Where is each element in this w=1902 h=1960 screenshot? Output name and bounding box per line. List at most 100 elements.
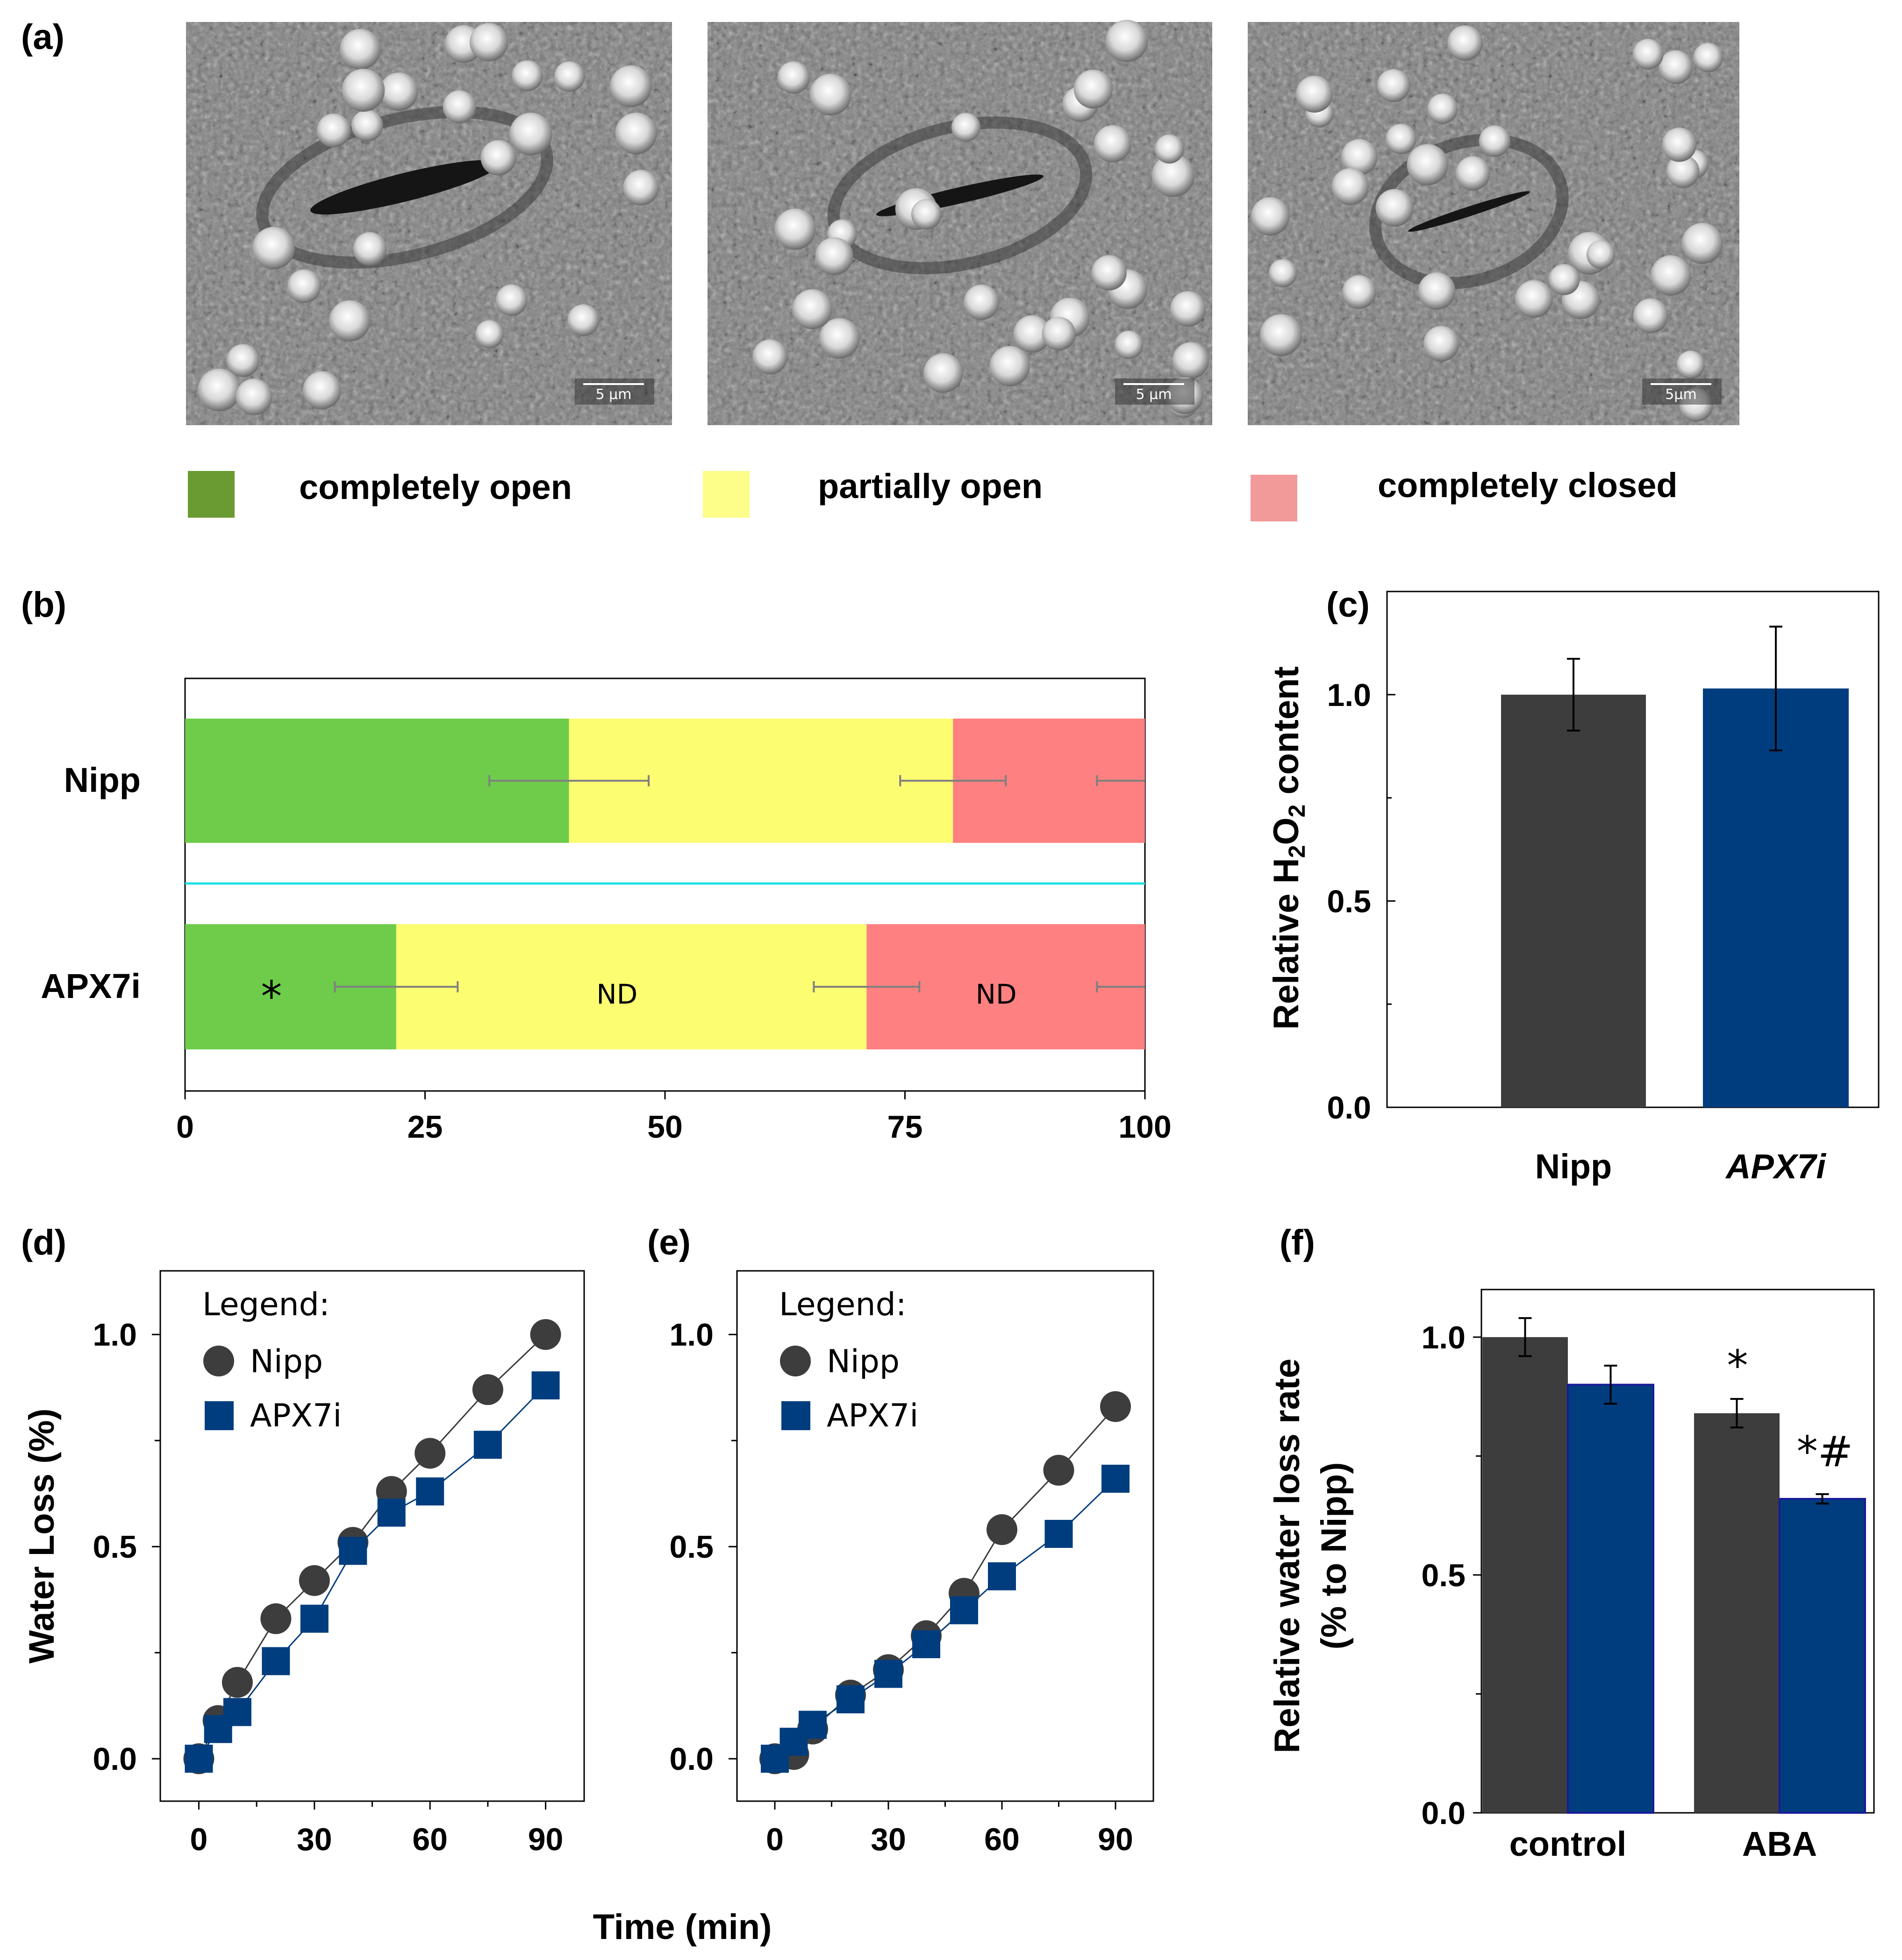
point-Nipp (415, 1438, 446, 1469)
y-tick-label-0.5: 0.5 (669, 1529, 714, 1565)
x-tick-label-90: 90 (528, 1822, 564, 1857)
legend-swatch-open (188, 471, 235, 518)
wax-papilla (911, 199, 942, 230)
chart-d-water-loss: Legend: Nipp APX7i 0 30 60 90 0.0 0.5 1.0 Water Lo… (22, 1270, 585, 1857)
sem-image-partial-stoma: 5 μm (708, 20, 1212, 425)
point-Nipp (1100, 1391, 1131, 1422)
point-APX7i (416, 1477, 444, 1506)
wax-papilla (509, 113, 552, 156)
wax-papilla (1091, 255, 1127, 291)
wax-papilla (923, 353, 963, 393)
wax-papilla (1115, 330, 1143, 359)
wax-papilla (1515, 280, 1553, 318)
x-tick-label-0: 0 (176, 1109, 194, 1145)
chart-b-stomatal-aperture: Nipp APX7i * ND ND 0 25 50 75 100 (41, 677, 1172, 1145)
wax-papilla (623, 170, 659, 206)
point-APX7i (339, 1537, 367, 1565)
x-tick-label-50: 50 (647, 1109, 683, 1145)
point-APX7i (1101, 1464, 1130, 1493)
wax-papilla (1423, 326, 1459, 362)
shared-x-axis-label: Time (min) (593, 1907, 772, 1947)
y-axis-label-f-line1: Relative water loss rate (1267, 1359, 1307, 1753)
wax-papilla (252, 227, 295, 270)
bar-ABA-APX7i (1779, 1498, 1866, 1814)
y-tick-label-1.0: 1.0 (669, 1317, 714, 1353)
category-label-control: control (1509, 1825, 1627, 1863)
panel-label-c: (c) (1326, 585, 1370, 625)
wax-papilla (287, 269, 322, 303)
wax-papilla (1013, 315, 1051, 353)
y-tick-label-0.0: 0.0 (93, 1741, 137, 1777)
wax-papilla (226, 344, 260, 377)
wax-papilla (792, 289, 832, 329)
wax-papilla (1172, 342, 1209, 379)
x-tick-label-60: 60 (412, 1822, 448, 1857)
wax-papilla (1447, 25, 1483, 61)
wax-papilla (1342, 275, 1376, 309)
wax-papilla (567, 304, 600, 336)
y-axis-label-part: 2 (1284, 845, 1310, 858)
x-tick-label-60: 60 (984, 1822, 1020, 1857)
y-tick-label-1.0: 1.0 (1421, 1320, 1466, 1355)
panel-label-e: (e) (647, 1223, 691, 1262)
legend-marker-nipp (203, 1346, 234, 1376)
y-tick-label-1.0: 1.0 (1327, 677, 1371, 713)
wax-papilla (1251, 197, 1290, 236)
panel-label-f: (f) (1280, 1223, 1315, 1262)
wax-papilla (475, 320, 504, 349)
y-tick-label-1.0: 1.0 (93, 1317, 137, 1353)
panel-label-b: (b) (21, 585, 66, 625)
wax-papilla (1407, 144, 1448, 185)
bar-ABA-Nipp (1694, 1413, 1780, 1813)
wax-papilla (1586, 240, 1615, 269)
wax-papilla (443, 90, 476, 124)
legend-label-closed: completely closed (1378, 466, 1678, 505)
wax-papilla (1269, 259, 1297, 287)
point-Nipp (222, 1667, 253, 1698)
wax-papilla (1418, 272, 1456, 310)
legend-swatch-closed (1251, 475, 1297, 521)
wax-papilla (1633, 298, 1668, 334)
point-Nipp (472, 1374, 503, 1405)
point-APX7i (950, 1596, 978, 1625)
scale-bar-label: 5μm (1665, 386, 1696, 403)
wax-papilla (1427, 93, 1458, 124)
legend-marker-nipp (780, 1346, 811, 1376)
stomatal-pore (1408, 191, 1530, 232)
wax-papilla (1106, 20, 1148, 62)
legend-marker-apx7i (781, 1401, 810, 1430)
point-APX7i (837, 1685, 865, 1714)
point-APX7i (799, 1711, 827, 1739)
point-APX7i (473, 1431, 502, 1459)
annotation-nd-closed: ND (976, 978, 1017, 1010)
panel-label-d: (d) (21, 1223, 66, 1262)
legend-label-apx7i: APX7i (250, 1397, 342, 1434)
y-axis-label-f-line2: (% to Nipp) (1314, 1462, 1354, 1649)
wax-papilla (1681, 223, 1723, 264)
legend-label-partial: partially open (818, 467, 1043, 506)
point-APX7i (988, 1562, 1016, 1590)
legend-title-d: Legend: (202, 1286, 330, 1323)
category-label-APX7i: APX7i (1725, 1147, 1826, 1186)
annotation-nd-partial: ND (596, 978, 637, 1010)
wax-papilla (815, 237, 853, 275)
bar-control-Nipp (1482, 1337, 1568, 1813)
wax-papilla (379, 72, 418, 111)
x-tick-label-75: 75 (887, 1109, 923, 1145)
legend-label-nipp: Nipp (827, 1343, 900, 1380)
wax-papilla (329, 300, 371, 342)
y-tick-label-0.0: 0.0 (1421, 1796, 1466, 1831)
x-tick-label-30: 30 (871, 1822, 906, 1857)
y-axis-label-c: Relative H2O2 content (1266, 666, 1310, 1030)
point-Nipp (299, 1565, 330, 1596)
category-label-Nipp: Nipp (64, 761, 141, 799)
wax-papilla (1548, 264, 1580, 295)
scale-bar-box (575, 378, 654, 405)
legend-label-nipp: Nipp (250, 1343, 323, 1380)
bar-APX7i (1703, 688, 1849, 1107)
wax-papilla (342, 69, 385, 112)
wax-papilla (496, 284, 528, 316)
wax-papilla (1170, 291, 1206, 327)
wax-papilla (610, 65, 652, 107)
